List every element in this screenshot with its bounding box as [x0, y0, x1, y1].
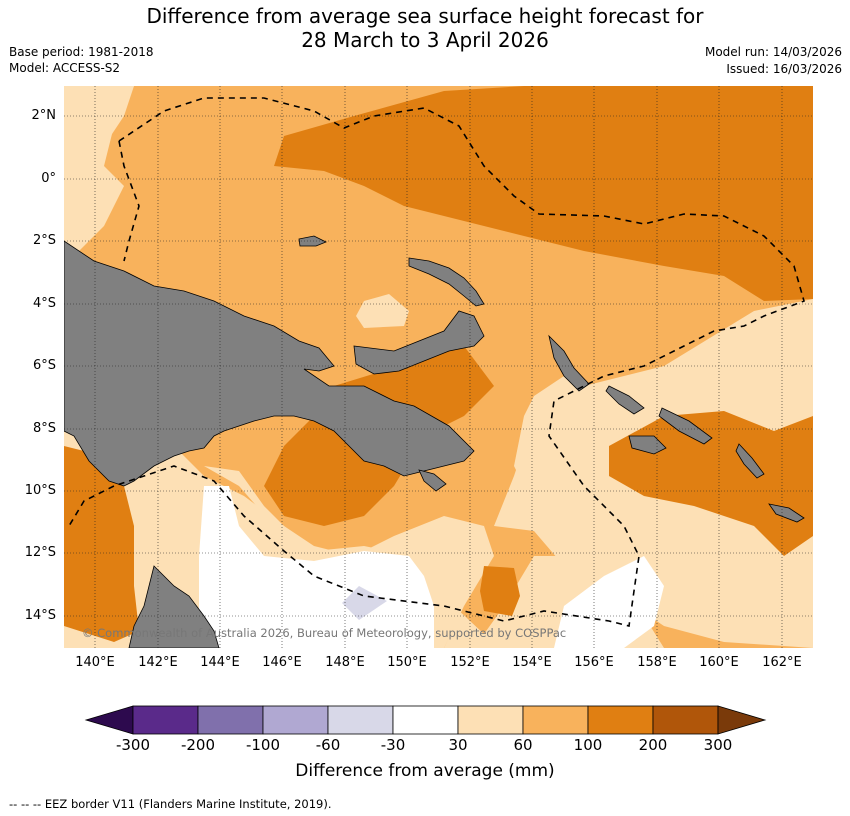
- contour-100-200-small: [480, 566, 520, 616]
- colorbar-tick: 60: [513, 736, 533, 754]
- lat-label: 12°S: [24, 545, 56, 560]
- eez-border-png: [68, 97, 805, 627]
- contour-30-60-island: [356, 294, 409, 328]
- colorbar-segment: [327, 705, 394, 735]
- map-panel: [64, 86, 813, 648]
- colorbar-tick: -300: [115, 736, 151, 754]
- lon-label: 152°E: [450, 655, 490, 670]
- graticule: [64, 86, 813, 648]
- copyright-notice: © Commonwealth of Australia 2026, Bureau…: [82, 626, 567, 640]
- land-bougainville: [548, 334, 590, 392]
- lat-label: 4°S: [32, 296, 56, 311]
- lon-label: 158°E: [637, 655, 677, 670]
- colorbar-segment: [652, 705, 719, 735]
- model-name: Model: ACCESS-S2: [9, 61, 121, 75]
- contour-100-200-west: [64, 446, 139, 642]
- map-title-line1: Difference from average sea surface heig…: [146, 4, 704, 28]
- colorbar-tick: -200: [180, 736, 216, 754]
- lon-label: 160°E: [699, 655, 739, 670]
- lon-label: 146°E: [262, 655, 302, 670]
- colorbar-segment: [457, 705, 524, 735]
- lon-label: 154°E: [512, 655, 552, 670]
- lon-label: 140°E: [75, 655, 115, 670]
- lon-label: 144°E: [200, 655, 240, 670]
- contour-30-60-mid: [514, 376, 594, 486]
- lat-label: 8°S: [32, 421, 56, 436]
- colorbar-tick: -100: [245, 736, 281, 754]
- eez-legend: -- -- -- EEZ border V11 (Flanders Marine…: [9, 797, 332, 811]
- contour-100-200-east: [609, 411, 813, 556]
- land-malaita: [735, 443, 765, 479]
- model-run: Model run: 14/03/2026: [704, 45, 842, 59]
- lon-label: 142°E: [138, 655, 178, 670]
- land-new-ireland: [408, 257, 485, 307]
- colorbar-segment: [197, 705, 264, 735]
- land-manus: [298, 235, 327, 247]
- contour-30-60-south: [204, 466, 664, 648]
- issued-date: Issued: 16/03/2026: [726, 62, 842, 76]
- lon-label: 162°E: [762, 655, 802, 670]
- land-cape-york: [128, 565, 220, 648]
- lat-label: 10°S: [24, 483, 56, 498]
- lon-label: 150°E: [387, 655, 427, 670]
- land-santa-isabel: [658, 407, 713, 445]
- map-title-line2: 28 March to 3 April 2026: [301, 28, 549, 52]
- colorbar-tick: 200: [638, 736, 668, 754]
- lat-label: 2°N: [31, 108, 57, 123]
- colorbar-segment: [522, 705, 589, 735]
- colorbar-segment: [587, 705, 654, 735]
- contour-30-60-north: [64, 86, 134, 196]
- base-period: Base period: 1981-2018: [9, 45, 154, 59]
- lat-label: 6°S: [32, 358, 56, 373]
- contour-100-200-north: [274, 86, 813, 301]
- contour-30-60-east: [736, 301, 813, 376]
- lon-label: 148°E: [325, 655, 365, 670]
- colorbar-under: [84, 705, 134, 735]
- colorbar-segment: [262, 705, 329, 735]
- colorbar-title: Difference from average (mm): [295, 761, 555, 781]
- eez-legend-symbol: -- -- --: [9, 797, 42, 811]
- colorbar-tick: -60: [315, 736, 341, 754]
- lat-label: 0°: [41, 171, 56, 186]
- land-new-guinea: [64, 240, 475, 487]
- lat-label: 2°S: [32, 233, 56, 248]
- colorbar: [84, 705, 767, 735]
- colorbar-tick: 300: [703, 736, 733, 754]
- colorbar-over: [717, 705, 767, 735]
- colorbar-tick: 30: [448, 736, 468, 754]
- colorbar-segment: [132, 705, 199, 735]
- map-canvas: [64, 86, 813, 648]
- colorbar-segment: [392, 705, 459, 735]
- land-trobriand: [418, 469, 447, 492]
- contour-negative: [342, 586, 387, 620]
- lon-label: 156°E: [574, 655, 614, 670]
- land-new-britain: [353, 310, 485, 375]
- land-makira: [768, 503, 805, 523]
- colorbar-tick: 100: [573, 736, 603, 754]
- lat-label: 14°S: [24, 608, 56, 623]
- eez-border-west: [118, 140, 140, 262]
- land-choiseul: [605, 385, 645, 415]
- eez-legend-text: EEZ border V11 (Flanders Marine Institut…: [44, 797, 332, 811]
- colorbar-tick: -30: [380, 736, 406, 754]
